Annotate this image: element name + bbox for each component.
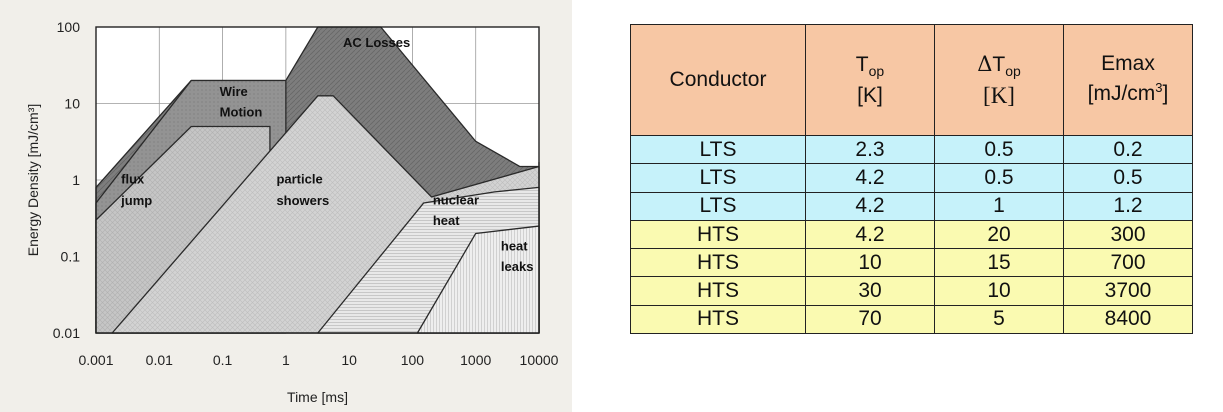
header-emax-close: ] (1162, 82, 1169, 105)
cell-delta-top: 10 (934, 276, 1064, 306)
x-tick-label: 1 (282, 352, 290, 368)
y-tick-label: 0.01 (53, 325, 80, 341)
cell-emax: 0.5 (1063, 163, 1193, 193)
x-tick-label: 10 (341, 352, 357, 368)
header-top-main: T (855, 52, 869, 76)
y-tick-label: 100 (57, 19, 81, 35)
header-conductor: Conductor (630, 24, 806, 136)
annotation-heat-leaks: leaks (501, 259, 534, 274)
annotation-wire-motion: Motion (220, 104, 263, 119)
annotation-particle-showers: showers (276, 193, 329, 208)
cell-delta-top: 0.5 (934, 163, 1064, 193)
y-tick-label: 10 (64, 96, 80, 112)
cell-top: 10 (805, 248, 935, 278)
cell-conductor: LTS (630, 163, 806, 193)
header-emax-sup: 3 (1155, 80, 1163, 95)
cell-conductor: HTS (630, 248, 806, 278)
cell-top: 70 (805, 304, 935, 335)
cell-delta-top: 20 (934, 219, 1064, 250)
header-top: Top [K] (805, 24, 935, 136)
x-tick-label: 0.01 (146, 352, 173, 368)
cell-top: 30 (805, 276, 935, 306)
table-header-row: Conductor Top [K] ΔTop [K] Emax [mJ/cm3] (630, 24, 1193, 136)
header-emax: Emax [mJ/cm3] (1063, 24, 1193, 136)
table-row: HTS 70 5 8400 (630, 304, 1193, 335)
cell-conductor: HTS (630, 219, 806, 250)
energy-density-chart: 0.001 0.01 0.1 1 10 100 1000 10000 0.01 0.1 1 10 100… (0, 0, 572, 412)
header-top-unit: [K] (857, 83, 883, 107)
x-tick-label: 1000 (460, 352, 491, 368)
annotation-ac-losses: AC Losses (343, 35, 410, 50)
table-row: LTS 4.2 1 1.2 (630, 191, 1193, 221)
header-delta-unit: [K] (983, 83, 1015, 108)
header-emax-main: Emax (1101, 52, 1155, 75)
cell-emax: 8400 (1063, 304, 1193, 335)
annotation-heat-leaks: heat (501, 238, 528, 253)
annotation-wire-motion: Wire (220, 84, 248, 99)
conductor-table: Conductor Top [K] ΔTop [K] Emax [mJ/cm3]… (630, 24, 1193, 335)
x-axis-label: Time [ms] (287, 389, 348, 405)
table-row: HTS 30 10 3700 (630, 276, 1193, 306)
cell-delta-top: 0.5 (934, 134, 1064, 165)
plot-frame (95, 26, 540, 334)
annotation-nuclear-heat: nuclear (433, 192, 479, 207)
cell-conductor: LTS (630, 191, 806, 221)
header-emax-unit: [mJ/cm (1087, 82, 1156, 105)
cell-conductor: HTS (630, 304, 806, 335)
cell-top: 4.2 (805, 191, 935, 221)
x-tick-label: 0.001 (78, 352, 113, 368)
cell-emax: 0.2 (1063, 134, 1193, 165)
cell-conductor: LTS (630, 134, 806, 165)
cell-top: 2.3 (805, 134, 935, 165)
x-tick-label: 10000 (520, 352, 559, 368)
header-delta-top: ΔTop [K] (934, 24, 1064, 136)
table-row: LTS 2.3 0.5 0.2 (630, 134, 1193, 165)
header-delta-symbol: Δ (977, 52, 993, 76)
annotation-particle-showers: particle (276, 172, 322, 187)
cell-emax: 300 (1063, 219, 1193, 250)
table-row: LTS 4.2 0.5 0.5 (630, 163, 1193, 193)
cell-top: 4.2 (805, 219, 935, 250)
cell-emax: 1.2 (1063, 191, 1193, 221)
annotation-flux-jump: flux (121, 172, 145, 187)
header-delta-sub: op (1005, 63, 1021, 79)
cell-delta-top: 5 (934, 304, 1064, 335)
x-tick-label: 100 (401, 352, 425, 368)
y-axis-label: Energy Density [mJ/cm³] (25, 104, 41, 256)
cell-emax: 3700 (1063, 276, 1193, 306)
table-row: HTS 10 15 700 (630, 248, 1193, 278)
header-top-sub: op (868, 62, 885, 79)
annotation-nuclear-heat: heat (433, 213, 460, 228)
cell-delta-top: 1 (934, 191, 1064, 221)
cell-conductor: HTS (630, 276, 806, 306)
cell-emax: 700 (1063, 248, 1193, 278)
annotation-flux-jump: jump (120, 193, 152, 208)
y-tick-label: 0.1 (61, 249, 81, 265)
header-delta-main: T (992, 53, 1006, 76)
x-tick-label: 0.1 (213, 352, 233, 368)
chart-canvas: 0.001 0.01 0.1 1 10 100 1000 10000 0.01 0.1 1 10 100… (25, 19, 559, 405)
y-tick-label: 1 (72, 172, 80, 188)
cell-top: 4.2 (805, 163, 935, 193)
table-row: HTS 4.2 20 300 (630, 219, 1193, 250)
cell-delta-top: 15 (934, 248, 1064, 278)
